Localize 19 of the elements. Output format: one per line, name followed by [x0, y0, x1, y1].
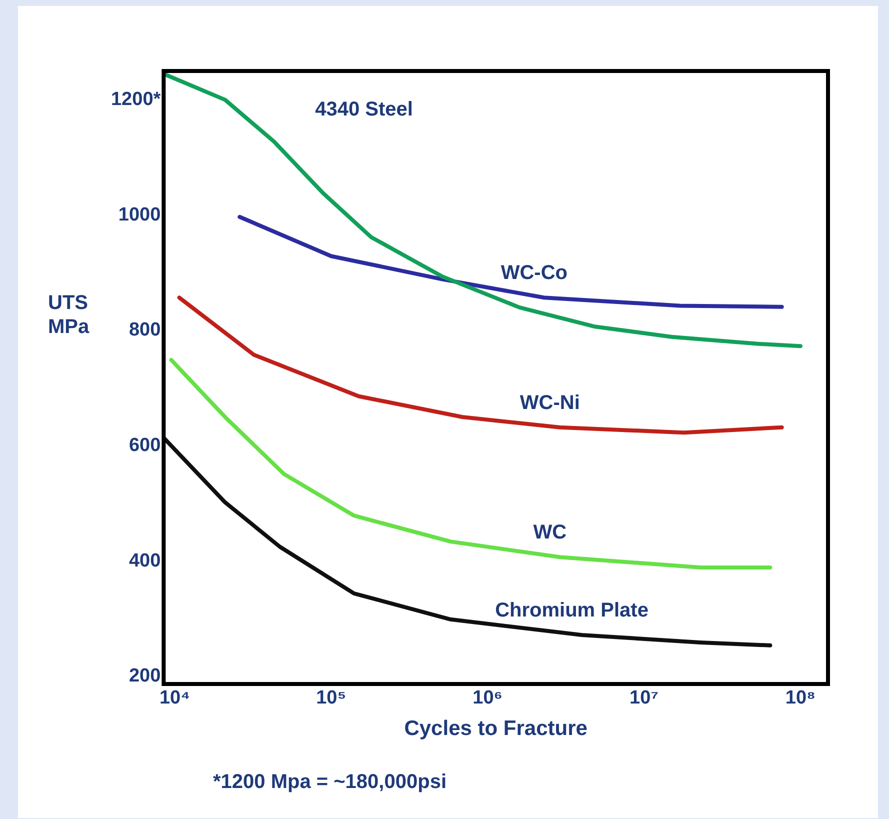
x-tick-label: 10⁶ — [472, 688, 503, 709]
series-label: WC — [533, 522, 567, 544]
x-tick-label: 10⁴ — [159, 688, 190, 709]
x-tick-label: 10⁷ — [630, 688, 659, 709]
y-tick-label: 1000 — [118, 204, 161, 226]
y-tick-label: 400 — [128, 550, 161, 572]
text: 4340 Steel — [315, 98, 413, 120]
series-label: Chromium Plate — [495, 600, 648, 622]
y-tick-label: 1200* — [110, 89, 162, 110]
series-label: WC-Ni — [520, 392, 580, 414]
x-tick-label: 10⁸ — [785, 688, 816, 709]
y-axis-title: UTS MPa — [48, 291, 90, 339]
x-tick-label: 10⁵ — [316, 688, 346, 709]
y-tick-label: 800 — [128, 320, 161, 341]
y-tick-label: 200 — [128, 666, 161, 687]
y-tick-label: 600 — [128, 435, 161, 456]
x-axis-title: Cycles to Fracture — [404, 717, 588, 740]
series-label: WC-Co — [500, 262, 568, 284]
text: *1200 Mpa = ~180,000psi — [213, 771, 446, 794]
